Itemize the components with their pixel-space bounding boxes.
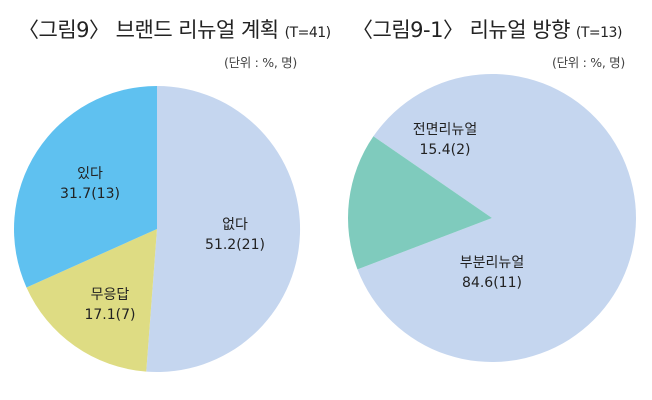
chart2-slice-0 <box>357 73 637 362</box>
chart2-title-text: 〈그림9-1〉 리뉴얼 방향 <box>352 18 570 42</box>
chart1-title: 〈그림9〉 브랜드 리뉴얼 계획 (T=41) <box>18 14 331 44</box>
chart1-slice-1-value: 17.1(7) <box>84 307 135 323</box>
chart1-slice-2 <box>14 86 157 288</box>
chart2-total-note: (T=13) <box>575 25 623 41</box>
chart1-title-text: 〈그림9〉 브랜드 리뉴얼 계획 <box>18 18 279 42</box>
chart2-title: 〈그림9-1〉 리뉴얼 방향 (T=13) <box>352 14 622 44</box>
chart1-slice-1-label: 무응답 <box>91 287 130 303</box>
chart2-slice-0-label: 부분리뉴얼 <box>460 255 524 271</box>
chart1-slice-2-value: 31.7(13) <box>60 186 120 202</box>
chart2-slice-1-value: 15.4(2) <box>419 142 470 158</box>
chart2-slice-1-label: 전면리뉴얼 <box>413 122 477 138</box>
chart1-slice-1 <box>26 229 157 372</box>
chart2-unit-note: (단위 : %, 명) <box>552 55 625 70</box>
chart2-slice-1 <box>348 136 492 270</box>
chart1-unit-note: (단위 : %, 명) <box>224 55 297 70</box>
chart1-total-note: (T=41) <box>284 25 332 41</box>
chart1-slice-0-value: 51.2(21) <box>205 237 265 253</box>
chart1-slice-2-label: 있다 <box>77 166 103 182</box>
chart1-slice-0-label: 없다 <box>222 217 248 233</box>
chart2-slice-0-value: 84.6(11) <box>462 275 522 291</box>
chart1-slice-0 <box>146 85 301 372</box>
